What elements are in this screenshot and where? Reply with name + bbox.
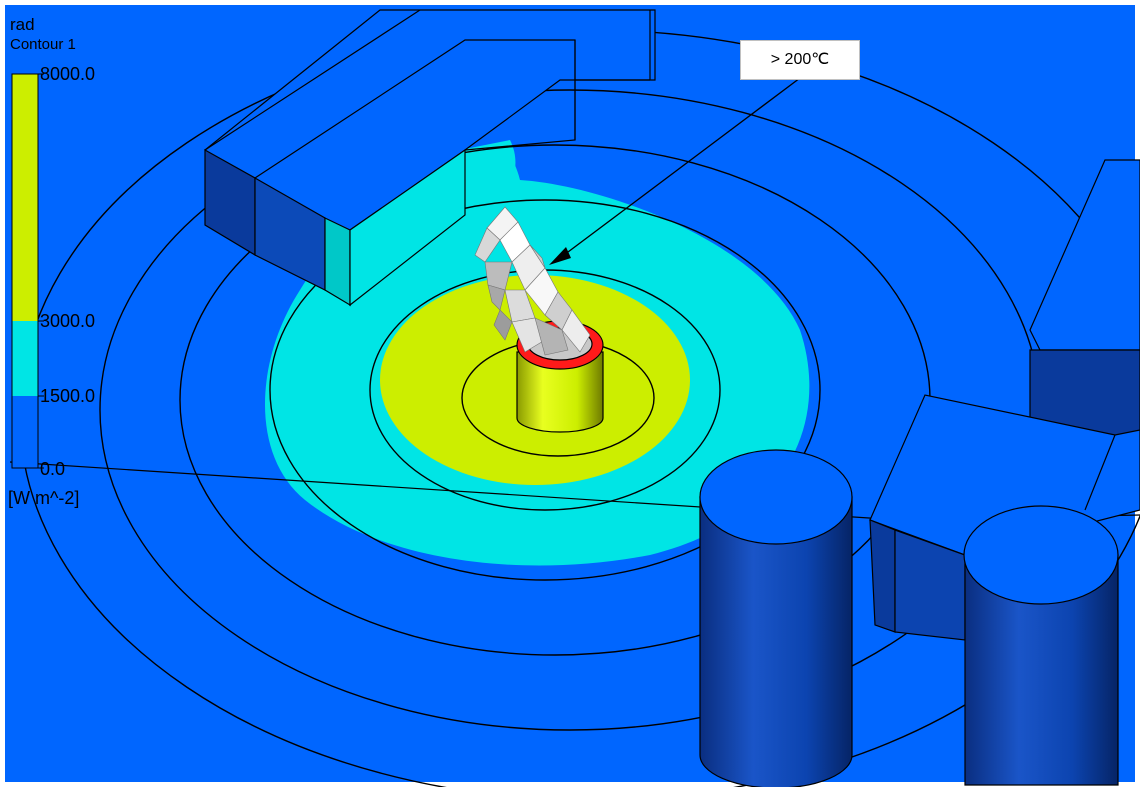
legend-unit: [W m^-2] — [8, 488, 80, 508]
cylinder-right — [963, 505, 1119, 786]
legend-contour-name: Contour 1 — [10, 36, 76, 53]
legend-level-1500: 1500.0 — [40, 386, 96, 406]
legend-band-high — [12, 74, 38, 321]
iso-line-3 — [269, 199, 821, 581]
temperature-callout: > 200℃ — [740, 40, 860, 80]
box-side-cyan — [349, 148, 466, 307]
legend-colorbar — [11, 73, 44, 469]
legend-level-0: 0.0 — [40, 459, 66, 479]
box-front-cyan — [324, 217, 351, 307]
legend-band-low — [12, 396, 38, 468]
legend-bar-outline — [11, 73, 39, 469]
cylinder-left-body — [699, 496, 853, 787]
right-box-front — [1029, 349, 1140, 441]
contour-lobe — [460, 140, 516, 215]
cylinder-left — [699, 449, 853, 787]
legend-level-8000: 8000.0 — [40, 64, 96, 84]
flame-facet — [529, 244, 546, 269]
box-structure-right — [1029, 159, 1140, 441]
flame-facet — [493, 309, 513, 341]
callout-arrow — [549, 77, 801, 265]
lower-block-edge — [1084, 434, 1116, 511]
legend-variable: rad — [10, 15, 35, 34]
cylinder-right-top — [963, 505, 1119, 605]
flame-plume — [474, 206, 591, 356]
legend-level-3000: 3000.0 — [40, 311, 96, 331]
callout-arrow-head — [549, 247, 571, 265]
legend-band-mid — [12, 321, 38, 396]
flame-facet — [534, 317, 569, 356]
box-ridge — [204, 9, 421, 151]
cylinder-left-top — [699, 449, 853, 545]
right-box-top — [1029, 159, 1140, 351]
callout-arrow-line — [559, 77, 801, 259]
box-structure-top — [204, 9, 656, 307]
flame-facet — [561, 309, 591, 353]
pan-body — [516, 351, 604, 433]
